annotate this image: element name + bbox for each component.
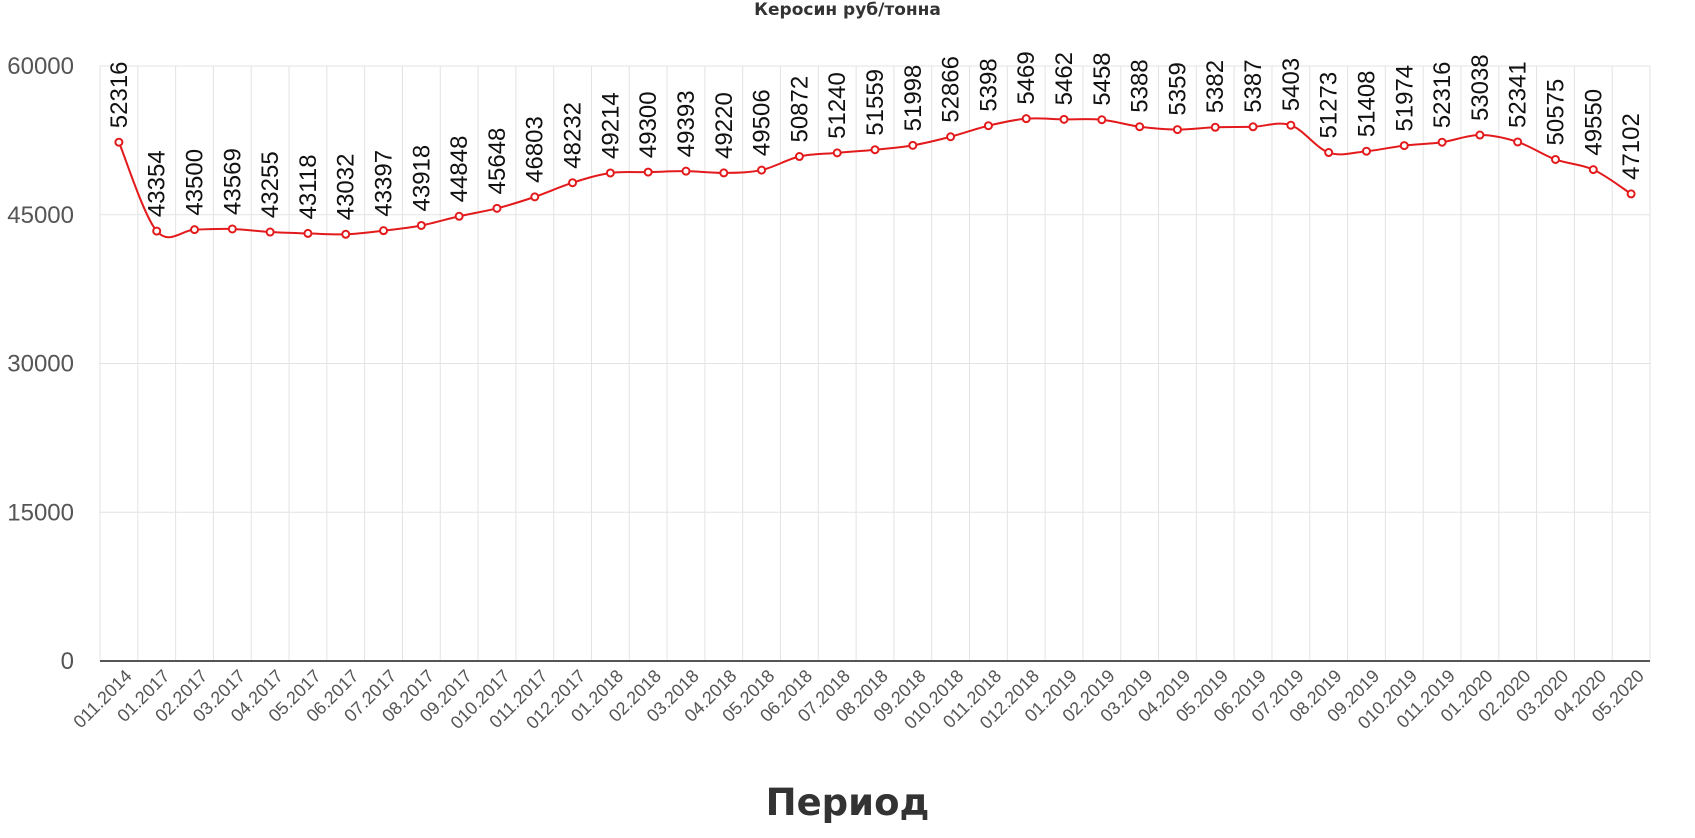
data-label: 5388: [1127, 59, 1154, 112]
data-point[interactable]: [379, 226, 389, 236]
data-point[interactable]: [1248, 122, 1258, 132]
data-point[interactable]: [1097, 115, 1107, 125]
data-point[interactable]: [492, 203, 502, 213]
chart-title: Керосин руб/тонна: [754, 0, 941, 20]
data-point[interactable]: [1021, 114, 1031, 124]
data-label: 49550: [1580, 89, 1607, 156]
data-label: 49214: [597, 92, 624, 159]
data-label: 45648: [484, 128, 511, 195]
data-point[interactable]: [946, 132, 956, 142]
data-point[interactable]: [794, 152, 804, 162]
data-label: 5387: [1240, 59, 1267, 112]
data-label: 5462: [1051, 52, 1078, 105]
data-point[interactable]: [303, 228, 313, 238]
data-label: 5403: [1278, 58, 1305, 111]
data-label: 48232: [560, 102, 587, 169]
data-point[interactable]: [643, 167, 653, 177]
data-label: 52316: [1429, 61, 1456, 128]
data-point[interactable]: [114, 137, 124, 147]
y-tick-label: 15000: [7, 499, 74, 526]
data-point[interactable]: [1135, 122, 1145, 132]
data-point[interactable]: [1059, 114, 1069, 124]
data-label: 51974: [1391, 65, 1418, 132]
data-point[interactable]: [1437, 137, 1447, 147]
data-label: 51408: [1353, 70, 1380, 137]
data-label: 43397: [371, 150, 398, 217]
data-point[interactable]: [1626, 189, 1636, 199]
y-tick-label: 60000: [7, 53, 74, 80]
data-point[interactable]: [227, 224, 237, 234]
y-tick-label: 45000: [7, 202, 74, 229]
x-axis-title: Период: [765, 781, 930, 824]
data-label: 43354: [144, 150, 171, 217]
data-point[interactable]: [870, 145, 880, 155]
data-label: 5359: [1164, 62, 1191, 115]
data-label: 43255: [257, 151, 284, 218]
data-point[interactable]: [719, 168, 729, 178]
data-point[interactable]: [416, 220, 426, 230]
data-point[interactable]: [1210, 122, 1220, 132]
data-point[interactable]: [265, 227, 275, 237]
data-label: 47102: [1618, 113, 1645, 180]
data-point[interactable]: [1286, 120, 1296, 130]
data-label: 49220: [711, 92, 738, 159]
data-point[interactable]: [681, 166, 691, 176]
data-label: 49506: [749, 89, 776, 156]
data-label: 5469: [1013, 51, 1040, 104]
y-tick-label: 0: [61, 648, 74, 675]
y-axis-ticks: 0 15000 30000 45000 60000: [7, 53, 74, 675]
data-label: 51998: [900, 65, 927, 132]
data-label: 50575: [1542, 79, 1569, 146]
grid: [99, 65, 1651, 662]
data-label: 51240: [824, 72, 851, 139]
data-label: 51273: [1316, 72, 1343, 139]
data-point[interactable]: [908, 140, 918, 150]
data-label: 5382: [1202, 60, 1229, 113]
data-label: 44848: [446, 136, 473, 203]
data-label: 43569: [219, 148, 246, 215]
data-label: 5398: [975, 58, 1002, 111]
data-label: 52316: [106, 61, 133, 128]
data-point[interactable]: [1550, 154, 1560, 164]
data-point[interactable]: [1475, 130, 1485, 140]
data-point[interactable]: [1588, 165, 1598, 175]
data-label: 49300: [635, 91, 662, 158]
data-label: 52341: [1505, 61, 1532, 128]
data-point[interactable]: [832, 148, 842, 158]
data-label: 49393: [673, 90, 700, 157]
data-label: 52866: [938, 56, 965, 123]
data-point[interactable]: [983, 121, 993, 131]
data-point[interactable]: [530, 192, 540, 202]
data-label: 50872: [786, 76, 813, 143]
data-label: 51559: [862, 69, 889, 136]
data-points: [114, 114, 1636, 239]
data-point[interactable]: [1399, 141, 1409, 151]
y-tick-label: 30000: [7, 351, 74, 378]
data-label: 43918: [408, 145, 435, 212]
data-point[interactable]: [152, 226, 162, 236]
data-point[interactable]: [1324, 148, 1334, 158]
data-point[interactable]: [757, 165, 767, 175]
data-label: 53038: [1467, 54, 1494, 121]
data-point[interactable]: [1513, 137, 1523, 147]
data-point[interactable]: [605, 168, 615, 178]
data-label: 43500: [182, 149, 209, 216]
data-point[interactable]: [1172, 125, 1182, 135]
data-point[interactable]: [454, 211, 464, 221]
data-point[interactable]: [1361, 146, 1371, 156]
data-label: 5458: [1089, 52, 1116, 105]
data-label: 43118: [295, 154, 322, 219]
data-label: 43032: [333, 154, 360, 221]
data-point[interactable]: [568, 178, 578, 188]
data-label: 46803: [522, 116, 549, 183]
data-point[interactable]: [190, 225, 200, 235]
data-point[interactable]: [341, 229, 351, 239]
x-axis-ticks: 011.201401.201702.201703.201704.201705.2…: [69, 666, 1647, 733]
data-labels: 52316 43354 43500 43569 43255 43118 43032 43397…: [106, 51, 1645, 220]
